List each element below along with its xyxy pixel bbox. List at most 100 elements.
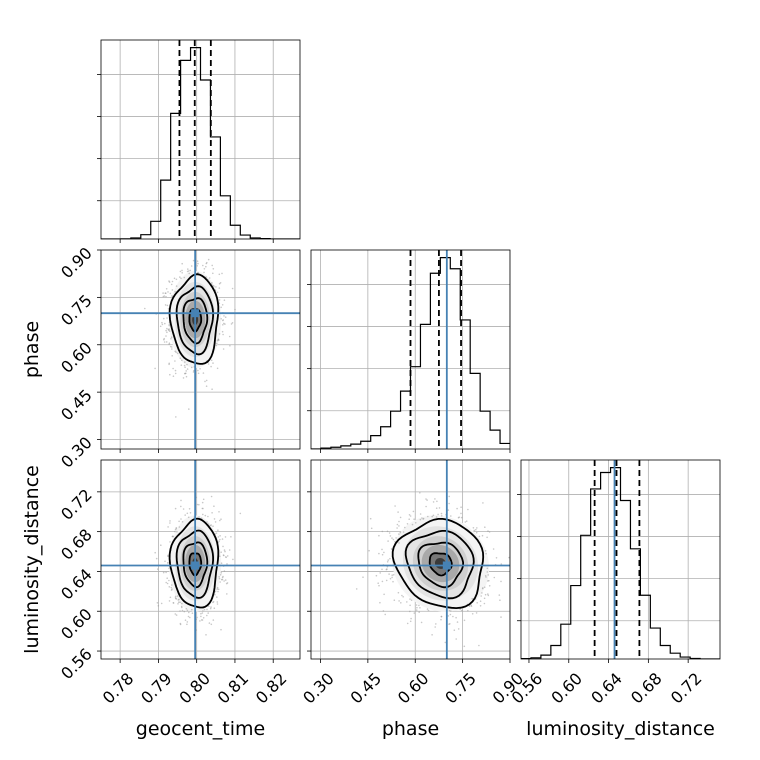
sample-point xyxy=(175,527,177,530)
sample-point xyxy=(401,594,403,597)
sample-point xyxy=(223,549,226,551)
sample-point xyxy=(168,324,170,327)
sample-point xyxy=(511,562,513,564)
sample-point xyxy=(455,616,457,619)
sample-point xyxy=(386,530,389,533)
sample-point xyxy=(165,295,167,298)
sample-point xyxy=(218,287,221,289)
sample-point xyxy=(207,515,209,518)
sample-point xyxy=(210,606,212,608)
sample-point xyxy=(196,260,199,263)
sample-point xyxy=(168,363,170,366)
x-tick-label: 0.45 xyxy=(347,669,386,708)
y-tick-label: 0.68 xyxy=(57,525,96,564)
sample-point xyxy=(440,618,442,621)
sample-point xyxy=(175,285,178,287)
panel-frame xyxy=(100,249,301,450)
sample-point xyxy=(422,518,425,520)
sample-point xyxy=(432,501,435,503)
sample-point xyxy=(375,574,378,577)
sample-point xyxy=(174,290,176,293)
sample-point xyxy=(483,597,486,600)
sample-point xyxy=(472,527,475,529)
sample-point xyxy=(221,538,224,540)
sample-point xyxy=(384,613,387,616)
sample-point xyxy=(415,604,418,606)
sample-point xyxy=(167,554,169,557)
sample-point xyxy=(456,507,458,510)
x-tick-label: 0.82 xyxy=(252,669,291,708)
contour-1.5-sigma xyxy=(175,285,214,356)
sample-point xyxy=(411,523,414,526)
sample-point xyxy=(212,272,214,275)
sample-point xyxy=(392,580,394,583)
sample-point xyxy=(218,282,221,285)
sample-point xyxy=(165,335,167,337)
sample-point xyxy=(484,593,487,596)
sample-point xyxy=(483,586,486,588)
sample-point xyxy=(391,537,393,539)
sample-point xyxy=(171,289,174,291)
sample-point xyxy=(370,527,373,530)
sample-point xyxy=(169,541,171,543)
sample-point xyxy=(164,560,166,563)
sample-point xyxy=(219,574,222,576)
sample-point xyxy=(184,361,186,363)
sample-point xyxy=(172,535,175,538)
sample-point xyxy=(416,606,418,609)
sample-point xyxy=(409,515,412,517)
sample-point xyxy=(184,366,186,369)
sample-point xyxy=(386,568,388,570)
sample-point xyxy=(177,601,180,603)
sample-point xyxy=(154,551,156,554)
sample-point xyxy=(453,629,456,631)
sample-point xyxy=(486,536,488,539)
sample-point xyxy=(463,619,466,622)
sample-point xyxy=(486,571,489,573)
sample-point xyxy=(486,567,489,570)
sample-point xyxy=(161,321,163,324)
sample-point xyxy=(396,527,398,529)
hist-panel-luminosity_distance: 0.56 0.60 0.64 0.68 0.72 xyxy=(508,459,721,708)
sample-point xyxy=(165,571,167,574)
sample-point xyxy=(398,600,400,602)
sample-point xyxy=(168,323,171,326)
sample-point xyxy=(450,610,452,612)
sample-point xyxy=(221,272,223,275)
sample-point xyxy=(396,523,399,526)
sample-point xyxy=(187,268,189,270)
sample-point xyxy=(230,323,233,325)
sample-point xyxy=(183,610,186,613)
sample-point xyxy=(188,408,190,410)
sample-point xyxy=(167,562,169,564)
sample-point xyxy=(499,599,501,601)
scatter-points xyxy=(144,258,236,418)
sample-point xyxy=(207,258,210,261)
scatter-panel-geocent_time-vs-phase: 0.30 0.45 0.60 0.75 0.90 xyxy=(57,243,301,472)
sample-point xyxy=(166,577,168,579)
sample-point xyxy=(448,495,451,498)
sample-point xyxy=(184,514,186,516)
sample-point xyxy=(189,616,191,619)
sample-point xyxy=(435,516,438,518)
y-axis-label-luminosity_distance: luminosity_distance xyxy=(21,465,43,654)
sample-point xyxy=(394,540,396,543)
sample-point xyxy=(216,603,219,605)
sample-point xyxy=(165,329,167,332)
sample-point xyxy=(406,601,408,603)
sample-point xyxy=(388,573,390,575)
sample-point xyxy=(210,359,213,362)
sample-point xyxy=(217,529,219,531)
sample-point xyxy=(160,544,162,546)
sample-point xyxy=(410,617,412,620)
sample-point xyxy=(460,609,463,612)
sample-point xyxy=(163,338,165,341)
sample-point xyxy=(213,607,216,609)
sample-point xyxy=(221,330,224,333)
sample-point xyxy=(391,574,394,576)
sample-point xyxy=(179,601,181,604)
y-tick-label: 0.75 xyxy=(57,291,96,330)
sample-point xyxy=(393,599,396,601)
sample-point xyxy=(212,362,214,364)
sample-point xyxy=(165,581,167,584)
